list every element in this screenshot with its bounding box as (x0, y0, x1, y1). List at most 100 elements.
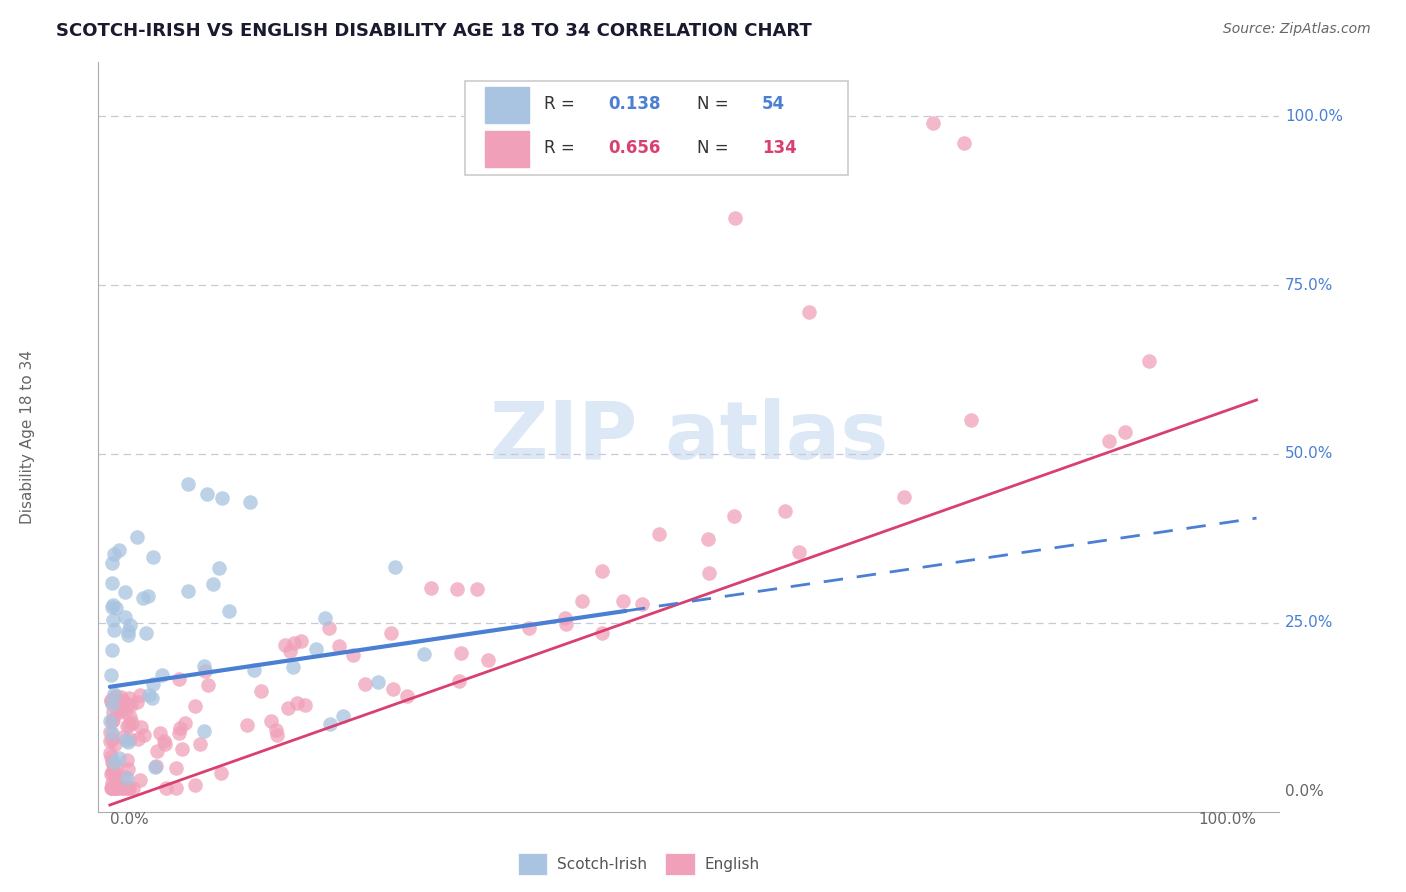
Point (555, 617, 578, 632)
Point (110, 690, 132, 704)
Point (105, 781, 128, 796)
Point (127, 732, 149, 747)
Point (177, 584, 200, 599)
Text: 134: 134 (762, 139, 797, 157)
Point (122, 781, 145, 796)
Text: Source: ZipAtlas.com: Source: ZipAtlas.com (1223, 22, 1371, 37)
Point (367, 674, 389, 689)
Point (477, 653, 499, 667)
Point (101, 765, 124, 780)
Point (103, 687, 125, 701)
Point (169, 672, 191, 686)
Point (188, 737, 211, 751)
Point (283, 636, 305, 650)
Point (193, 659, 215, 673)
Point (153, 737, 176, 751)
Point (209, 766, 232, 780)
Point (101, 781, 124, 796)
Point (447, 673, 470, 688)
Point (118, 718, 141, 732)
Point (243, 663, 266, 677)
Point (107, 692, 129, 706)
Point (724, 211, 747, 225)
Point (1114, 425, 1136, 439)
Point (114, 770, 136, 784)
Point (104, 781, 127, 796)
Point (120, 698, 142, 712)
Point (305, 642, 328, 657)
Point (153, 733, 176, 747)
Text: 100.0%: 100.0% (1198, 812, 1257, 827)
Point (127, 695, 149, 709)
Point (114, 610, 136, 624)
Point (103, 547, 125, 561)
Point (101, 714, 124, 728)
Point (98, 724, 121, 739)
Point (150, 667, 173, 681)
Point (612, 593, 634, 607)
Point (101, 781, 124, 796)
Point (118, 690, 141, 705)
Point (631, 597, 654, 611)
Point (953, 136, 976, 151)
Point (1098, 434, 1121, 449)
Point (115, 733, 138, 747)
Point (142, 549, 165, 564)
Point (103, 689, 125, 703)
Point (278, 644, 301, 658)
Text: Disability Age 18 to 34: Disability Age 18 to 34 (20, 350, 35, 524)
Point (413, 647, 436, 661)
Point (141, 691, 163, 706)
Point (697, 566, 720, 580)
Point (277, 701, 299, 715)
Point (100, 781, 122, 796)
Point (799, 305, 821, 319)
Point (648, 527, 671, 541)
Point (318, 621, 340, 635)
Point (294, 698, 316, 712)
Point (100, 767, 122, 781)
Point (101, 755, 124, 769)
Point (285, 696, 308, 710)
Point (104, 772, 127, 787)
Point (149, 726, 172, 740)
Text: English: English (704, 856, 759, 871)
Point (98, 714, 121, 728)
Point (103, 764, 125, 779)
Text: 25.0%: 25.0% (1285, 615, 1333, 631)
Point (420, 582, 443, 596)
Point (138, 688, 160, 702)
Point (328, 639, 350, 653)
Point (208, 561, 231, 575)
FancyBboxPatch shape (464, 81, 848, 175)
Point (183, 778, 205, 792)
Point (112, 730, 135, 744)
Point (118, 710, 141, 724)
Point (354, 677, 377, 691)
Point (132, 591, 155, 605)
Text: SCOTCH-IRISH VS ENGLISH DISABILITY AGE 18 TO 34 CORRELATION CHART: SCOTCH-IRISH VS ENGLISH DISABILITY AGE 1… (56, 22, 813, 40)
Point (104, 737, 127, 751)
Text: Scotch-Irish: Scotch-Irish (557, 856, 647, 871)
Text: R =: R = (544, 139, 579, 157)
Point (107, 781, 129, 796)
Point (115, 719, 138, 733)
Text: 54: 54 (762, 95, 786, 113)
Point (104, 781, 127, 796)
Point (283, 660, 305, 674)
Point (115, 753, 138, 767)
Point (101, 726, 124, 740)
Point (396, 689, 419, 703)
Point (110, 781, 132, 796)
Point (121, 716, 143, 731)
Point (101, 613, 124, 627)
Point (98, 734, 121, 748)
Point (592, 564, 614, 578)
Point (165, 761, 187, 775)
Point (100, 781, 122, 796)
Point (101, 756, 124, 771)
Text: N =: N = (697, 95, 734, 113)
Point (100, 747, 122, 761)
Point (101, 781, 124, 796)
Point (193, 724, 215, 739)
